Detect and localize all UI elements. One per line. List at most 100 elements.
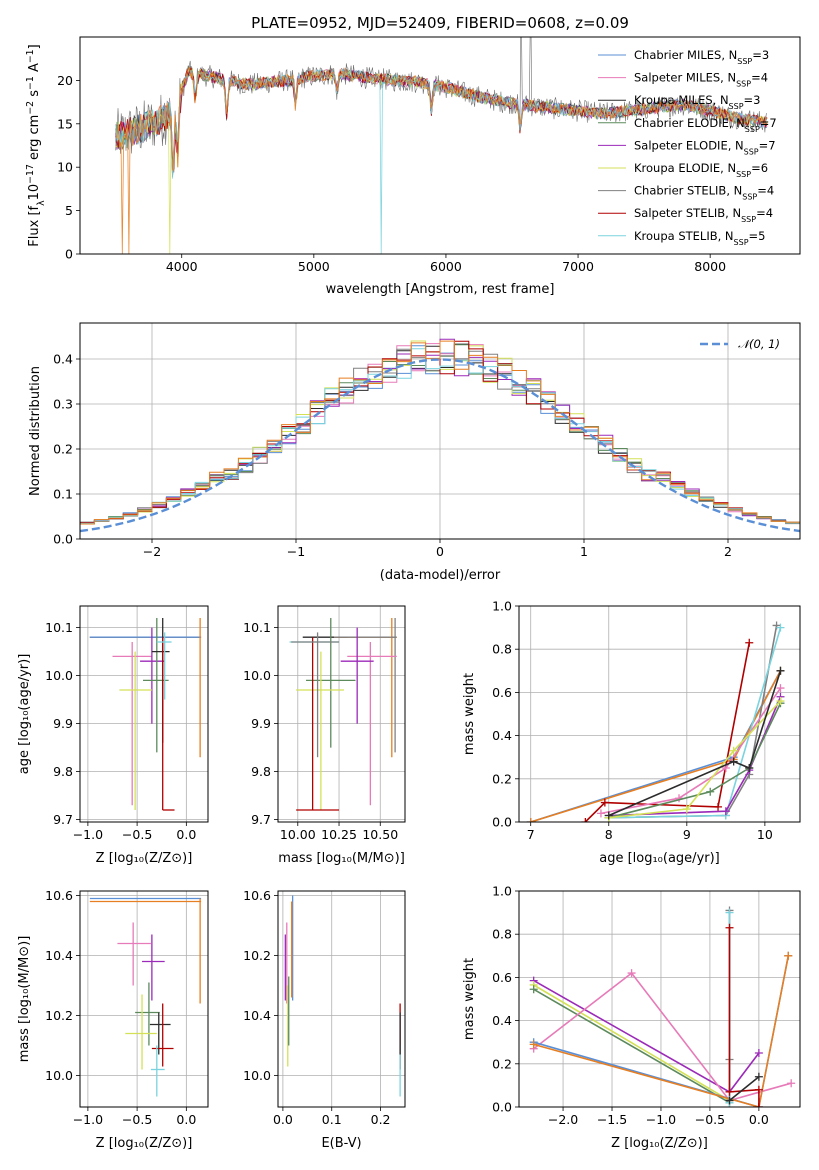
mass-weight-age-axes: 7 8 9 10 0.0 0.2 0.4 0.6 0.8 1.0 age [log₁₀(age/yr… — [462, 599, 801, 866]
x-tick-label: 0.0 — [176, 1112, 196, 1127]
x-tick-label: 0.1 — [322, 1112, 342, 1127]
axes-frame — [79, 605, 209, 823]
mass-weight-marker — [682, 805, 691, 814]
mass-weight-marker — [787, 1079, 796, 1088]
mass-weight-line — [608, 700, 782, 819]
y-tick-label: 0 — [65, 247, 73, 262]
x-axis-label: wavelength [Angstrom, rest frame] — [326, 282, 555, 297]
y-tick-label: 0.4 — [492, 1013, 512, 1028]
mass-weight-line — [533, 955, 790, 1107]
y-tick-label: 9.7 — [251, 812, 271, 827]
histogram-series — [80, 348, 800, 527]
legend-entry: Salpeter STELIB, NSSP=4 — [634, 206, 773, 224]
legend: Chabrier MILES, NSSP=3 Salpeter MILES, NS… — [598, 48, 777, 246]
mass-weight-marker — [526, 818, 535, 822]
age-vs-mass-axes-plot — [278, 606, 405, 822]
y-tick-label: 10.6 — [45, 888, 73, 903]
x-tick-label: 10.50 — [362, 827, 398, 842]
mass-weight-line — [608, 696, 782, 817]
mass-weight-marker — [745, 764, 754, 772]
mass-weight-marker — [754, 1085, 763, 1094]
y-tick-label: 0.3 — [53, 397, 73, 412]
legend-entry: Chabrier STELIB, NSSP=4 — [634, 184, 774, 202]
y-tick-label: 0.6 — [492, 970, 512, 985]
y-tick-label: 0.2 — [492, 1056, 512, 1071]
mass-weight-marker — [721, 807, 730, 816]
x-tick-label: −0.5 — [695, 1112, 725, 1127]
x-tick-label: −0.5 — [122, 827, 152, 842]
y-tick-label: 9.8 — [53, 764, 73, 779]
x-tick-label: 10.25 — [321, 827, 357, 842]
x-tick-label: −1.0 — [646, 1112, 676, 1127]
y-tick-label: 10.6 — [243, 888, 271, 903]
mass-weight-line — [728, 927, 760, 1107]
age-vs-Z-axes-plot — [80, 606, 208, 822]
x-axis-label: (data-model)/error — [380, 568, 501, 583]
y-tick-label: 10.1 — [45, 620, 73, 635]
x-axis-label: mass [log₁₀(M/M⊙)] — [278, 851, 405, 866]
y-tick-label: 9.9 — [251, 716, 271, 731]
mass-vs-ebv-axes-plot — [278, 891, 405, 1107]
mass-weight-age-axes-plot — [519, 606, 800, 822]
mass-weight-marker — [776, 684, 785, 693]
age-vs-Z-axes: −1.0 −0.5 0.0 9.7 9.8 9.9 10.0 10.1 Z [log₁₀(Z/Z… — [17, 605, 209, 866]
y-tick-label: 0.2 — [53, 442, 73, 457]
mass-weight-marker — [581, 818, 590, 822]
legend-entry: Salpeter ELODIE, NSSP=7 — [634, 138, 776, 156]
legend-entry: Kroupa MILES, NSSP=3 — [634, 93, 760, 111]
legend-entry: Chabrier ELODIE, NSSP=7 — [634, 116, 777, 134]
legend-entry: Kroupa ELODIE, NSSP=6 — [634, 161, 768, 179]
mass-weight-marker — [725, 923, 734, 932]
y-tick-label: 1.0 — [492, 599, 512, 614]
legend-entry: Salpeter MILES, NSSP=4 — [634, 71, 768, 89]
y-tick-label: 10 — [57, 160, 73, 175]
y-tick-label: 1.0 — [492, 884, 512, 899]
age-vs-mass-axes: 10.00 10.25 10.50 9.7 9.8 9.9 10.0 10.1 mass [lo… — [243, 605, 406, 866]
x-tick-label: 5000 — [298, 259, 330, 274]
x-tick-label: −2.0 — [548, 1112, 578, 1127]
mass-weight-line — [533, 971, 792, 1102]
x-tick-label: 6000 — [430, 259, 462, 274]
y-tick-label: 9.8 — [251, 764, 271, 779]
y-tick-label: 0.1 — [53, 487, 73, 502]
x-tick-label: 4000 — [166, 259, 198, 274]
mass-weight-Z-axes: −2.0 −1.5 −1.0 −0.5 0.0 0.0 0.2 0.4 0.6 0.8 1.0 Z [… — [462, 884, 801, 1151]
x-tick-label: 10.00 — [280, 827, 316, 842]
mass-weight-marker — [725, 908, 734, 917]
mass-weight-marker — [776, 666, 785, 675]
mass-weight-marker — [714, 802, 723, 811]
x-tick-label: −1.0 — [73, 827, 103, 842]
x-tick-label: 7000 — [562, 259, 594, 274]
mass-weight-line — [533, 984, 730, 1102]
y-tick-label: 10.0 — [243, 668, 271, 683]
gaussian-curve — [80, 358, 800, 533]
x-tick-label: 0.0 — [176, 827, 196, 842]
mass-weight-marker — [729, 757, 738, 766]
x-tick-label: −0.5 — [122, 1112, 152, 1127]
y-axis-label: mass [log₁₀(M/M⊙)] — [17, 936, 32, 1063]
mass-weight-marker — [784, 951, 793, 960]
y-tick-label: 0.4 — [492, 728, 512, 743]
legend-entry: Kroupa STELIB, NSSP=5 — [634, 229, 765, 247]
y-tick-label: 10.2 — [45, 1008, 73, 1023]
x-tick-label: 0.0 — [749, 1112, 769, 1127]
x-axis-label: age [log₁₀(age/yr)] — [599, 851, 720, 866]
x-tick-label: 1 — [580, 544, 588, 559]
mass-weight-marker — [604, 811, 613, 820]
legend-entry: 𝒩(0, 1) — [738, 337, 780, 351]
x-axis-label: E(B-V) — [321, 1136, 361, 1151]
mass-weight-marker — [729, 746, 738, 755]
mass-weight-marker — [725, 1087, 734, 1096]
mass-weight-marker — [706, 787, 715, 796]
x-tick-label: −2 — [143, 544, 161, 559]
mass-weight-marker — [754, 1049, 763, 1057]
x-tick-label: −1 — [287, 544, 305, 559]
y-axis-label: Flux [fλ10−17 erg cm−2 s−1 A−1] — [25, 44, 47, 246]
y-axis-label: mass weight — [462, 958, 477, 1040]
legend: 𝒩(0, 1) — [700, 337, 780, 351]
y-tick-label: 0.2 — [492, 771, 512, 786]
histogram-axes: −2 −1 0 1 2 0.0 0.1 0.2 0.3 0.4 (data-model)/error… — [28, 322, 801, 583]
mass-weight-marker — [529, 1040, 538, 1049]
mass-weight-marker — [725, 1096, 734, 1105]
